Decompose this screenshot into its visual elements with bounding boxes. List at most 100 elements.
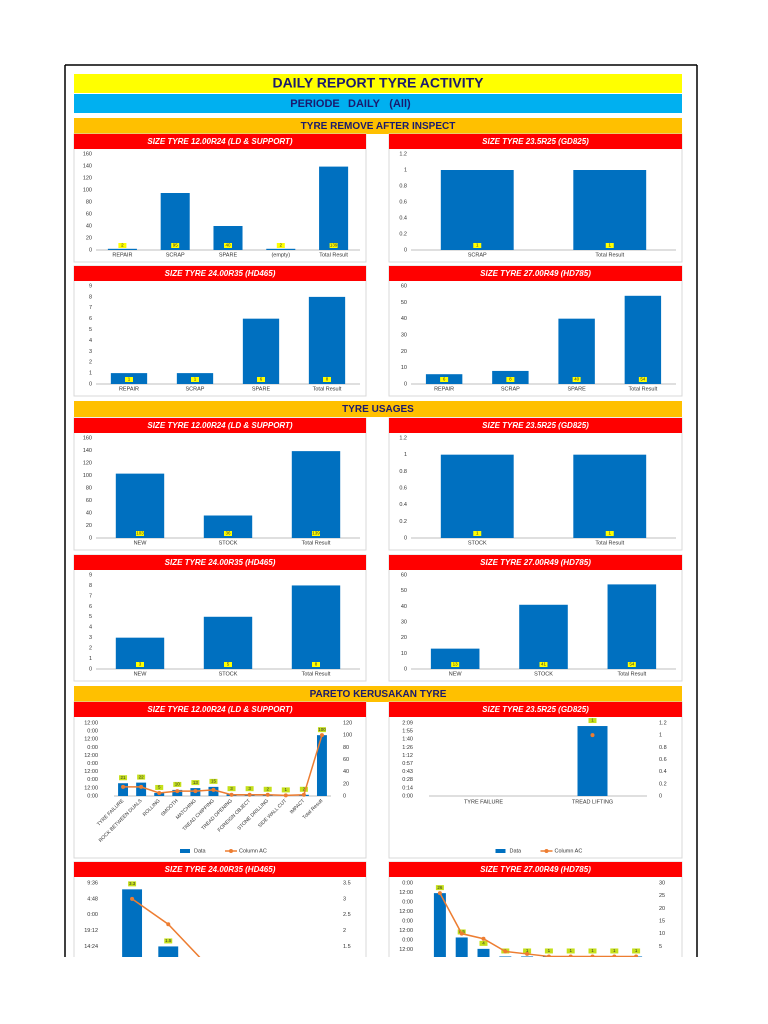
section-bar [74, 401, 682, 417]
y-tick-label: 9 [89, 572, 92, 578]
x-tick-label: SCRAP [468, 252, 487, 258]
y-tick-label: 0 [89, 381, 92, 387]
value-label-bg [544, 948, 553, 954]
x-tick-label: Total Result [319, 252, 348, 258]
value-label-bg [299, 786, 308, 792]
chart-title-bar [74, 266, 366, 281]
value-label: 3.3 [129, 881, 136, 886]
y-tick-label: 19:12 [84, 928, 98, 934]
y2-tick-label: 40 [343, 769, 349, 775]
value-label-bg [128, 881, 137, 887]
y-tick-label: 12:00 [84, 769, 98, 775]
legend-label: Data [510, 1011, 523, 1017]
y-tick-label: 40 [401, 604, 407, 610]
bar [440, 170, 514, 250]
y-tick-label: 0 [404, 666, 407, 672]
y2-tick-label: 2.5 [343, 912, 351, 918]
x-tick-label: STOCK [534, 671, 553, 677]
y-tick-label: 12:00 [399, 928, 413, 934]
y2-tick-label: 15 [659, 918, 665, 924]
value-label-bg [155, 784, 164, 790]
line-marker [121, 784, 126, 789]
x-tick-label: STOCK [219, 671, 238, 677]
x-tick-label: SCRAP [186, 386, 205, 392]
value-label: 100 [318, 727, 326, 732]
y-tick-label: 5 [89, 327, 92, 333]
value-label-bg [451, 662, 460, 667]
x-tick-label: TYRE FAILURE [464, 799, 503, 805]
value-label: 4 [482, 941, 485, 946]
value-label: 1 [548, 948, 551, 953]
bar [573, 454, 647, 538]
section-title: TYRE USAGES [342, 404, 414, 415]
line [439, 892, 637, 957]
value-label: 0 [203, 986, 206, 991]
value-label: 6 [260, 377, 263, 382]
value-label-bg [281, 787, 290, 793]
periode-filter[interactable]: (All) [389, 98, 411, 110]
line-marker [166, 922, 171, 927]
value-label-bg [171, 243, 180, 248]
y-tick-label: 12:00 [84, 737, 98, 743]
y-tick-label: 2 [89, 360, 92, 366]
section-bar [74, 118, 682, 134]
bar [499, 956, 512, 957]
chart-title: SIZE TYRE 23.5R25 (GD825) [482, 137, 589, 146]
chart-title-bar [74, 134, 366, 149]
y2-tick-label: 0.2 [659, 781, 667, 787]
y-tick-label: 0:00 [87, 745, 98, 751]
chart-title: SIZE TYRE 12.00R24 (LD & SUPPORT) [147, 705, 293, 714]
chart-title: SIZE TYRE 27.00R49 (HD785) [480, 865, 591, 874]
bar [521, 956, 534, 957]
y-tick-label: 0.6 [399, 485, 407, 491]
x-tick-label: SPARE [252, 386, 271, 392]
legend-label: Column AC [555, 1011, 583, 1017]
line-marker [590, 733, 595, 738]
y-tick-label: 1:12 [402, 753, 413, 759]
y-tick-label: 10 [401, 365, 407, 371]
y2-tick-label: 120 [343, 720, 352, 726]
chart-frame [388, 701, 683, 859]
y2-tick-label: 0.4 [659, 769, 667, 775]
bar [160, 193, 190, 250]
y-tick-label: 0:14 [402, 785, 413, 791]
value-label: 1 [591, 718, 594, 723]
y2-tick-label: 100 [343, 733, 352, 739]
y2-tick-label: 30 [659, 880, 665, 886]
value-label-bg [605, 243, 614, 248]
value-label: 8 [315, 662, 318, 667]
value-label-bg [588, 718, 597, 724]
y-tick-label: 1:40 [402, 737, 413, 743]
x-tick-label: Total Result [595, 540, 624, 546]
line-marker [525, 951, 530, 956]
value-label: 1 [194, 377, 197, 382]
y-tick-label: 1:26 [402, 745, 413, 751]
x-tick-label: NEW [134, 671, 148, 677]
y-tick-label: 0:00 [402, 918, 413, 924]
value-label: 103 [136, 531, 144, 536]
chart-title: SIZE TYRE 23.5R25 (GD825) [482, 705, 589, 714]
section-bar [74, 686, 682, 702]
y-tick-label: 160 [83, 435, 92, 441]
y2-tick-label: 0.6 [659, 757, 667, 763]
value-label: 2 [121, 243, 124, 248]
line [123, 734, 323, 797]
line-marker [283, 793, 288, 798]
value-label-bg [506, 377, 515, 382]
value-label: 8 [509, 377, 512, 382]
x-tick-label: REPAIR [119, 386, 139, 392]
value-label: 2 [303, 786, 306, 791]
value-label: 2 [280, 243, 283, 248]
y-tick-label: 0.8 [399, 183, 407, 189]
legend-label: Column AC [555, 848, 583, 854]
y-tick-label: 0.4 [399, 502, 407, 508]
y-tick-label: 6 [89, 604, 92, 610]
y-tick-label: 20 [401, 349, 407, 355]
value-label-bg [263, 786, 272, 792]
chart-frame [73, 861, 367, 957]
value-label-bg [539, 662, 548, 667]
chart-title-bar [74, 418, 366, 433]
x-tick-label: STOCK [219, 540, 238, 546]
y-tick-label: 20 [401, 635, 407, 641]
